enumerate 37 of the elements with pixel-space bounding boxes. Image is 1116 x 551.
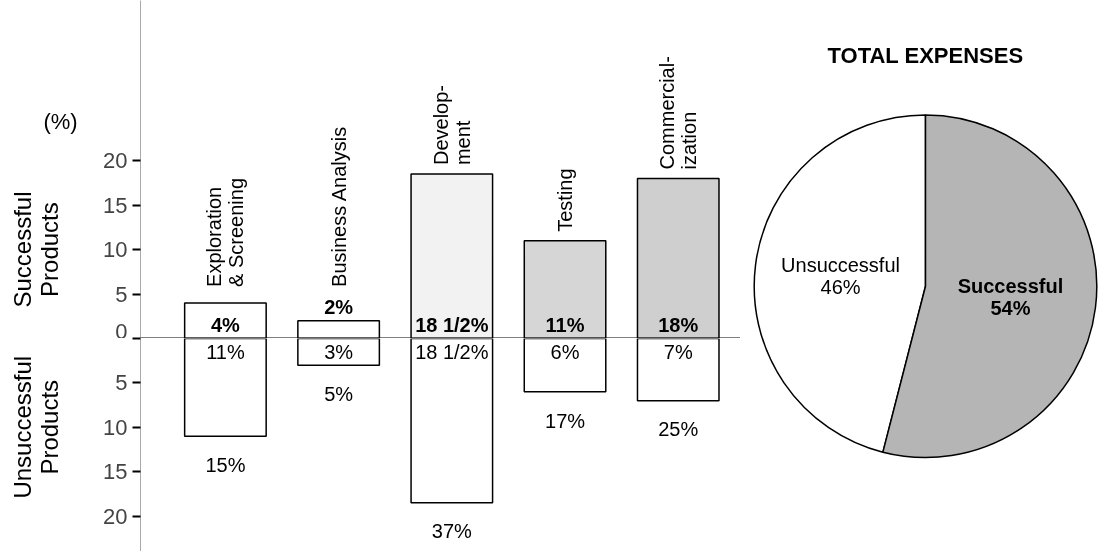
data-label: 11% (545, 314, 585, 337)
y-tick-label: 5 (115, 370, 128, 396)
data-label: 46% (820, 275, 861, 298)
annotation: 37% (431, 520, 473, 543)
y-tick-label: 5 (115, 281, 128, 307)
x-tick-label: Business Analysis (327, 126, 350, 287)
slice-label: Unsuccessful (781, 253, 900, 276)
y-tick-label: 10 (103, 414, 128, 440)
chart-title: TOTAL EXPENSES (827, 42, 1024, 68)
data-label: 6% (550, 340, 580, 363)
annotation: 15% (205, 453, 246, 476)
y-axis-title: (%) (43, 108, 78, 134)
y-tick-label: 20 (103, 148, 128, 174)
data-label: 11% (206, 340, 245, 363)
annotation: 17% (545, 409, 586, 432)
y-tick-label: 0 (115, 318, 128, 344)
y-tick-label: 10 (103, 237, 128, 263)
y-tick-label: 20 (103, 503, 128, 529)
data-label: 4% (210, 314, 241, 337)
x-tick-label: Commercial- ization (656, 56, 701, 170)
data-label: 18 1/2% (415, 340, 489, 363)
annotation: 5% (324, 382, 354, 405)
text: Unsuccessful Products (8, 355, 63, 499)
data-label: 7% (663, 340, 693, 363)
y-tick-label: 15 (103, 459, 128, 485)
y-tick-label: 15 (103, 192, 128, 218)
data-label: 18 1/2% (415, 314, 489, 337)
data-label: 54% (990, 296, 1031, 319)
data-label: 3% (324, 340, 354, 363)
x-tick-label: Exploration & Screening (203, 177, 248, 287)
annotation: 25% (658, 418, 699, 441)
x-tick-label: Testing (554, 168, 577, 232)
text: Successful Products (8, 191, 63, 308)
data-label: 18% (658, 314, 699, 337)
slice-label: Successful (957, 274, 1064, 297)
x-tick-label: Develop- ment (429, 85, 474, 166)
data-label: 2% (324, 296, 354, 319)
